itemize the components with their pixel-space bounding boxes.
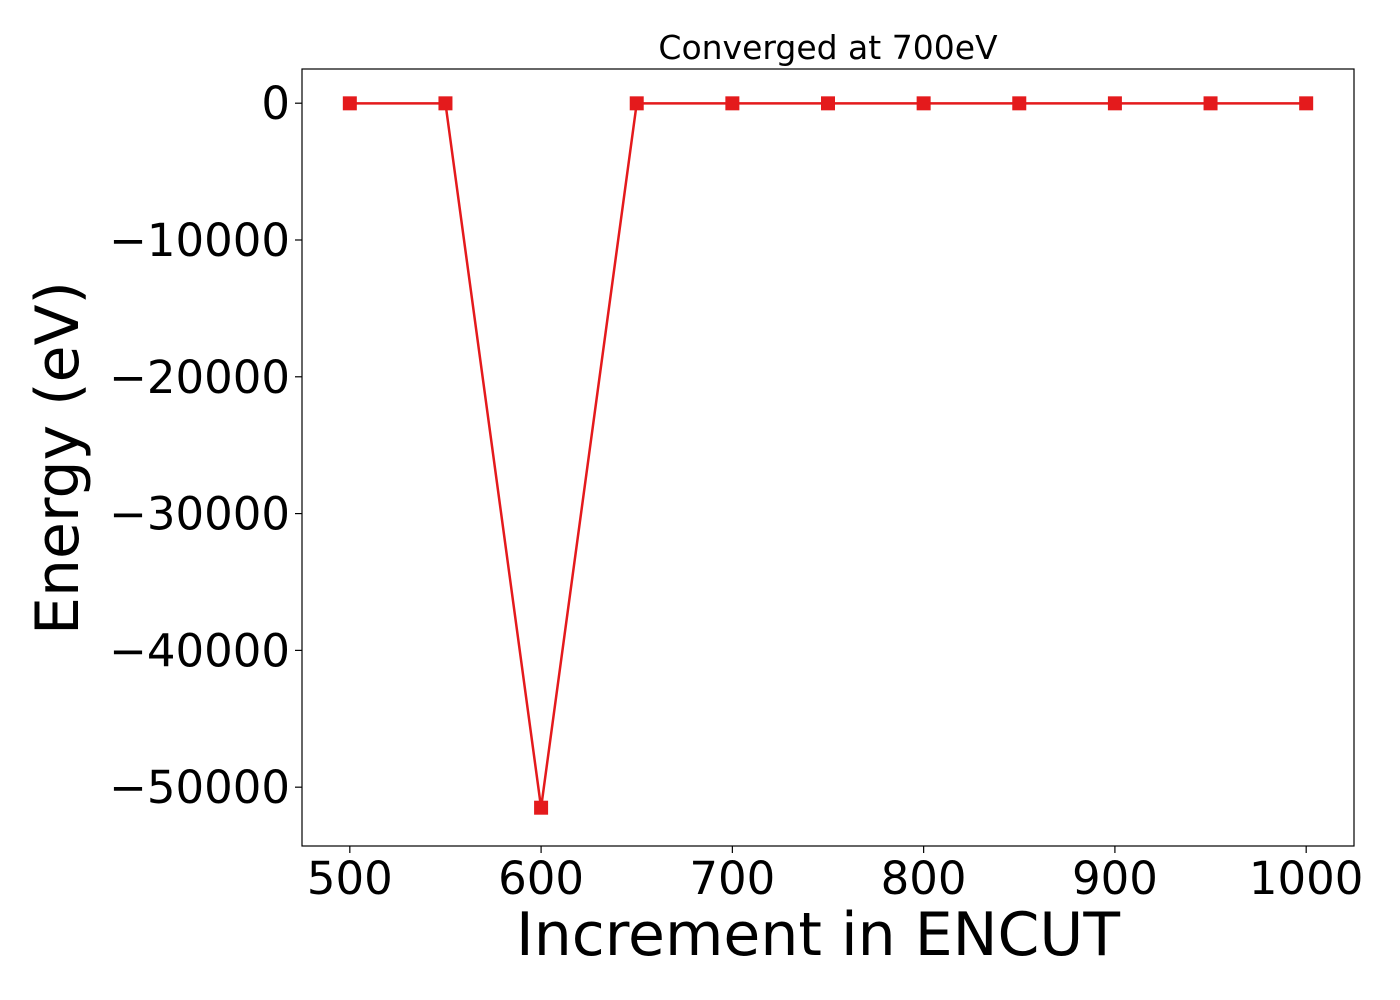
x-tick-label: 1000	[1249, 852, 1364, 905]
y-tick-label: −50000	[109, 761, 290, 814]
data-point	[1012, 96, 1027, 111]
y-axis: 0 −10000 −20000 −30000 −40000 −50000	[109, 77, 302, 814]
x-tick-label: 900	[1072, 852, 1158, 905]
plot-frame	[301, 68, 1355, 847]
data-point	[1107, 96, 1122, 111]
x-axis-label: Increment in ENCUT	[516, 900, 1120, 970]
y-axis-label: Energy (eV)	[23, 281, 93, 635]
data-point	[821, 96, 835, 111]
data-point	[629, 96, 644, 111]
y-tick-label: 0	[261, 77, 290, 130]
data-point	[438, 96, 453, 111]
series-group	[342, 96, 1314, 815]
data-point	[725, 96, 740, 111]
data-point	[1203, 96, 1218, 111]
x-tick-label: 500	[307, 852, 393, 905]
y-tick-label: −20000	[109, 351, 290, 404]
x-tick-label: 800	[881, 852, 967, 905]
data-point	[534, 800, 549, 815]
y-tick-label: −40000	[109, 624, 290, 677]
chart-title: Converged at 700eV	[658, 28, 998, 67]
data-point	[342, 96, 357, 111]
y-tick-label: −10000	[109, 214, 290, 267]
data-point	[916, 96, 931, 111]
series-line	[349, 102, 1307, 808]
data-point	[1299, 96, 1314, 111]
x-axis: 500 600 700 800 900 1000	[307, 846, 1364, 905]
y-tick-label: −30000	[109, 488, 290, 541]
x-tick-label: 700	[689, 852, 775, 905]
x-tick-label: 600	[498, 852, 584, 905]
